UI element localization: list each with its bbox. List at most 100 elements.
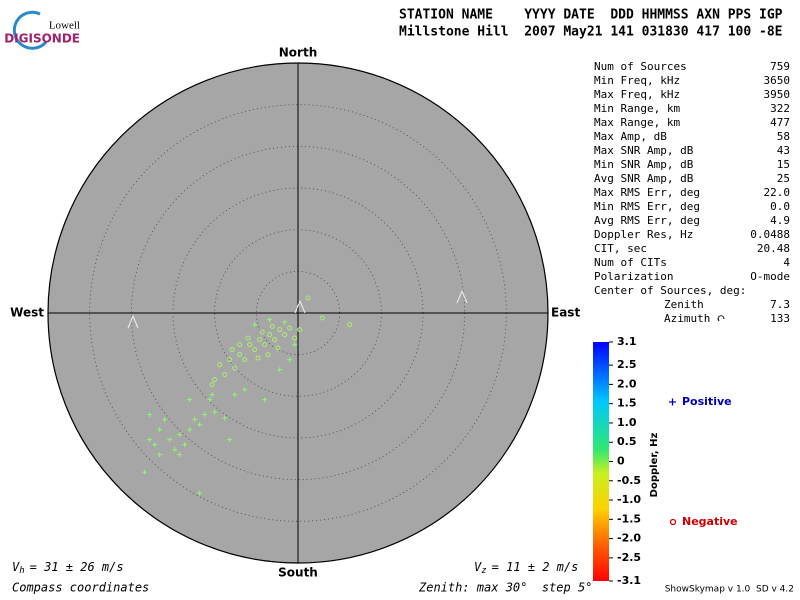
coords-note: Compass coordinates	[12, 581, 149, 595]
colorbar-tick-label: 3.1	[617, 335, 637, 348]
stat-value: 43	[777, 144, 790, 157]
source-plus	[207, 397, 213, 403]
source-plus	[242, 387, 248, 393]
source-circle	[237, 342, 243, 348]
source-plus	[267, 317, 273, 323]
stat-value: 15	[777, 158, 790, 171]
source-circle	[222, 372, 228, 378]
source-circle	[232, 365, 238, 371]
stat-value: 3650	[764, 74, 791, 87]
header-line: Millstone Hill 2007 May21 141 031830 417…	[399, 25, 783, 40]
direction-label: South	[278, 566, 318, 580]
colorbar	[593, 342, 609, 581]
colorbar-tick-label: 1.0	[617, 416, 637, 429]
logo-bottom: DIGISONDE	[4, 32, 80, 46]
source-plus	[187, 397, 193, 403]
source-plus	[157, 427, 163, 433]
direction-label: North	[279, 46, 317, 60]
colorbar-tick-label: -2.0	[617, 532, 641, 545]
stat-label: Num of Sources	[594, 60, 687, 73]
center-value: 7.3	[770, 298, 790, 311]
stat-label: Avg RMS Err, deg	[594, 214, 700, 227]
direction-label: West	[10, 306, 44, 320]
velocity-subscript: z	[481, 566, 486, 576]
source-circle	[242, 357, 248, 363]
source-circle	[229, 347, 235, 353]
legend-marker	[669, 518, 677, 526]
version-note: ShowSkymap v 1.0 SD v 4.2	[665, 585, 794, 595]
source-plus	[282, 319, 288, 325]
stat-label: Doppler Res, Hz	[594, 228, 693, 241]
stat-value: 20.48	[757, 242, 790, 255]
center-label: Zenith	[664, 298, 704, 311]
legend-marker	[669, 398, 676, 406]
stat-label: Max SNR Amp, dB	[594, 144, 694, 157]
source-plus	[222, 415, 228, 421]
stat-label: Center of Sources, deg:	[594, 284, 746, 297]
velocity-symbol: V	[12, 560, 20, 574]
source-circle	[282, 332, 288, 338]
source-plus	[202, 412, 208, 418]
source-circle	[292, 335, 298, 341]
velocity-text: = 31 ± 26 m/s	[30, 560, 124, 574]
legend-label: Negative	[682, 515, 738, 528]
velocity-subscript: h	[19, 566, 24, 576]
azimuth-icon	[717, 315, 725, 322]
source-circle	[319, 315, 325, 321]
stat-value: 477	[770, 116, 790, 129]
source-plus	[162, 417, 168, 423]
colorbar-tick-label: 0.5	[617, 435, 637, 448]
source-circle	[217, 362, 223, 368]
source-plus	[192, 417, 198, 423]
stat-value: 759	[770, 60, 790, 73]
stat-label: Min RMS Err, deg	[594, 200, 700, 213]
source-plus	[147, 412, 153, 418]
source-plus	[147, 437, 153, 443]
stat-label: Max Range, km	[594, 116, 680, 129]
source-plus	[197, 422, 203, 428]
stat-label: Min SNR Amp, dB	[594, 158, 694, 171]
source-plus	[167, 437, 173, 443]
source-plus	[212, 409, 218, 415]
stat-label: Max Amp, dB	[594, 130, 667, 143]
source-circle	[305, 295, 311, 301]
source-plus	[157, 452, 163, 458]
source-circle	[245, 335, 251, 341]
source-circle	[269, 323, 275, 329]
source-plus	[172, 447, 178, 453]
stat-value: 4.9	[770, 214, 790, 227]
source-plus	[252, 322, 258, 328]
stat-value: 22.0	[764, 186, 791, 199]
source-circle	[259, 329, 265, 335]
source-plus	[262, 397, 268, 403]
source-plus	[232, 392, 238, 398]
source-plus	[177, 452, 183, 458]
logo-arc	[12, 10, 48, 50]
antenna-marker	[127, 314, 139, 329]
stat-label: CIT, sec	[594, 242, 647, 255]
source-circle	[272, 337, 278, 343]
velocity: Vh = 31 ± 26 m/s	[12, 560, 124, 576]
center-value: 133	[770, 312, 790, 325]
source-circle	[267, 332, 273, 338]
stat-label: Polarization	[594, 270, 673, 283]
colorbar-tick-label: 0	[617, 455, 625, 468]
source-plus	[177, 432, 183, 438]
zenith-note: Zenith: max 30° step 5°	[418, 581, 592, 595]
colorbar-tick-label: -3.1	[617, 574, 641, 587]
velocity-text: = 11 ± 2 m/s	[492, 560, 579, 574]
source-circle	[247, 342, 253, 348]
source-plus	[292, 342, 298, 348]
stat-value: 0.0488	[750, 228, 790, 241]
colorbar-tick-label: -0.5	[617, 474, 641, 487]
source-circle	[287, 325, 293, 331]
source-circle	[265, 352, 271, 358]
stat-label: Min Range, km	[594, 102, 680, 115]
stat-value: 25	[777, 172, 790, 185]
source-plus	[152, 442, 158, 448]
source-circle	[212, 377, 218, 383]
legend-label: Positive	[682, 395, 732, 408]
center-label: Azimuth	[664, 312, 710, 325]
stat-value: 0.0	[770, 200, 790, 213]
colorbar-tick-label: -2.5	[617, 551, 641, 564]
